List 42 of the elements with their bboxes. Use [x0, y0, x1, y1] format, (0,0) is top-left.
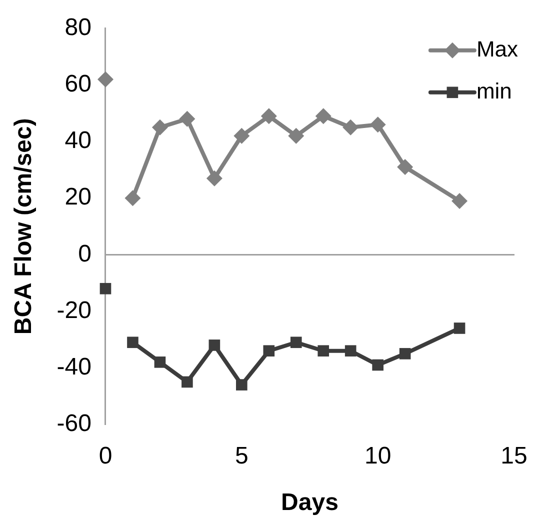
legend-label: Max	[476, 36, 518, 62]
point	[454, 322, 466, 334]
point	[315, 108, 332, 124]
point	[399, 348, 411, 360]
point	[100, 282, 112, 294]
point	[263, 345, 275, 357]
y-tick-label: -40	[56, 353, 92, 380]
y-tick-label: 60	[64, 70, 92, 98]
point	[342, 119, 359, 136]
point	[127, 336, 138, 348]
point	[234, 128, 250, 144]
point	[206, 170, 222, 186]
y-tick-label: 40	[64, 127, 92, 154]
x-tick-label: 10	[364, 442, 392, 470]
x-tick-label: 5	[234, 442, 248, 470]
x-axis-title: Days	[281, 489, 338, 516]
point	[236, 379, 248, 390]
point	[182, 376, 193, 388]
point	[397, 159, 414, 175]
point	[318, 345, 330, 357]
y-tick-label: -60	[56, 410, 92, 438]
y-tick-label: 80	[64, 14, 92, 42]
point	[97, 71, 114, 88]
y-axis-title: BCA Flow (cm/sec)	[10, 118, 38, 335]
legend-label: min	[476, 78, 512, 104]
point	[344, 345, 356, 357]
point	[372, 359, 384, 371]
point	[370, 116, 386, 133]
point	[124, 190, 141, 206]
point	[152, 119, 168, 136]
point	[154, 356, 166, 368]
point	[208, 340, 220, 351]
point	[260, 108, 277, 124]
point	[452, 192, 468, 209]
point	[288, 128, 304, 144]
x-tick-label: 15	[500, 442, 528, 470]
y-tick-label: 0	[78, 240, 92, 268]
point	[290, 336, 302, 348]
y-tick-label: -20	[56, 296, 92, 324]
x-tick-label: 0	[98, 442, 112, 470]
point	[179, 110, 196, 127]
y-tick-label: 20	[64, 184, 92, 211]
